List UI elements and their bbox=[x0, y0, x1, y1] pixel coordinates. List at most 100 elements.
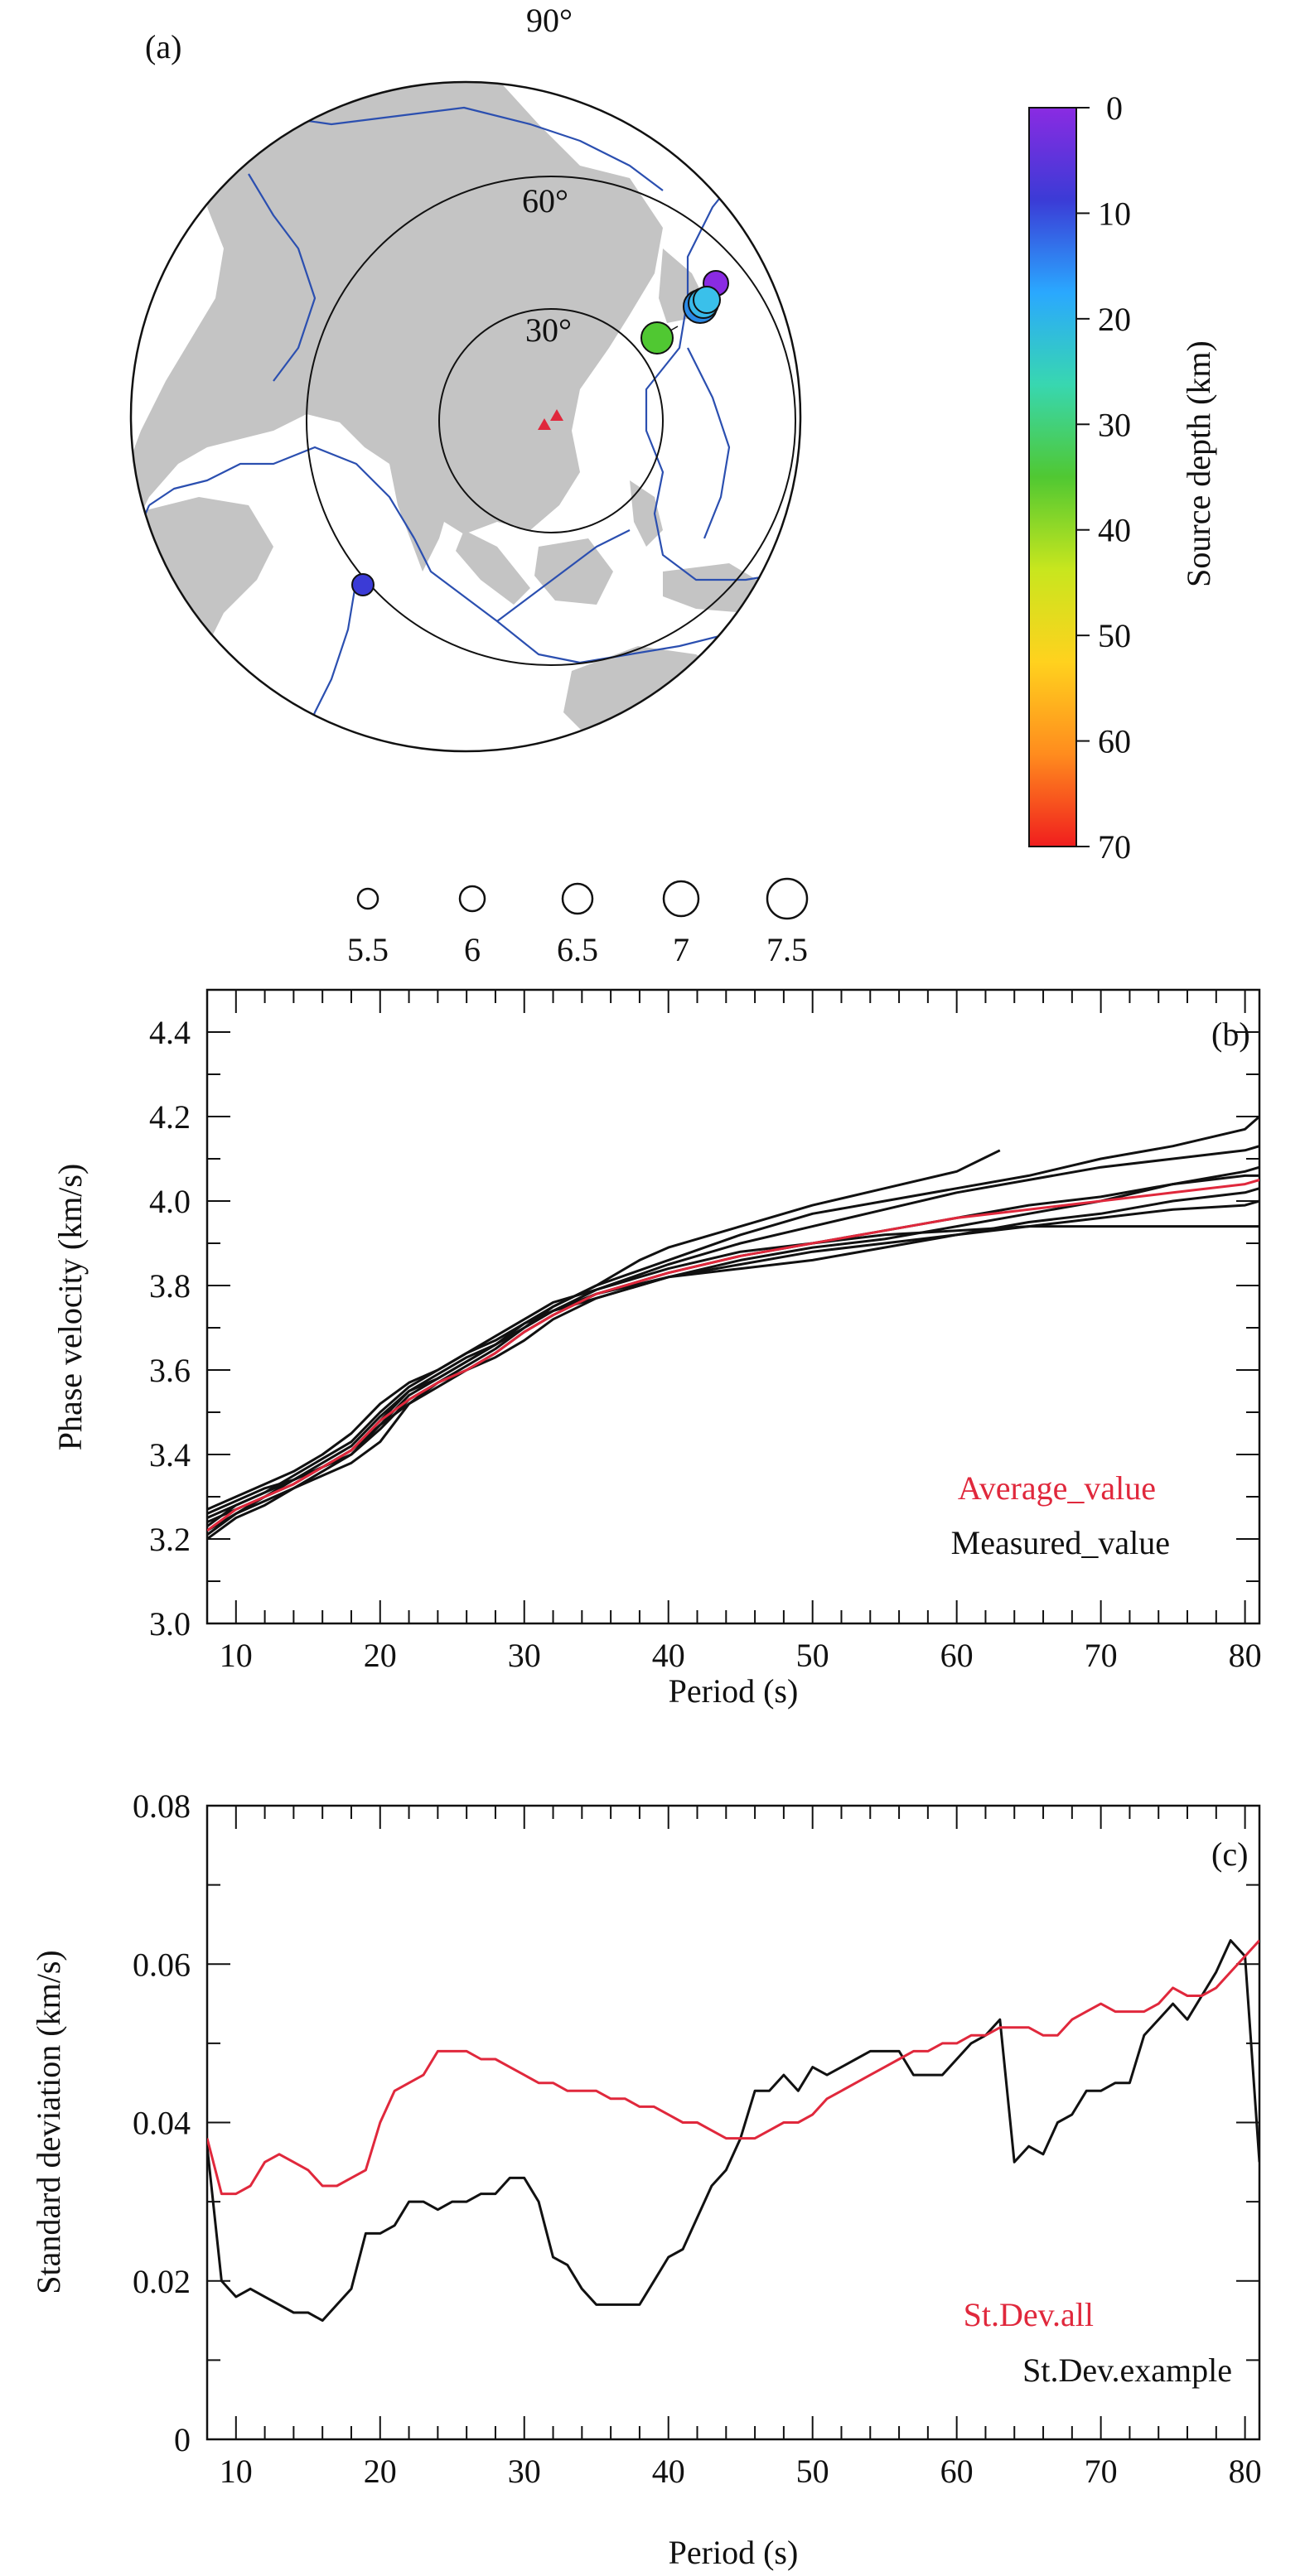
colorbar-tick-label: 0 bbox=[1106, 89, 1123, 127]
average-value-line bbox=[207, 1179, 1259, 1532]
measured-value-line bbox=[207, 1149, 1001, 1515]
x-tick-label: 50 bbox=[796, 2453, 829, 2490]
y-tick-label: 0.08 bbox=[133, 1787, 191, 1825]
magnitude-circle-7 bbox=[662, 880, 700, 918]
land-borneo bbox=[534, 538, 613, 605]
plate-boundary-philippine bbox=[687, 347, 731, 539]
colorbar-tick-label: 40 bbox=[1098, 512, 1131, 549]
measured-line bbox=[207, 1115, 1259, 1527]
depth-colorbar: 0 10 20 30 40 50 60 70 Source depth (km) bbox=[1028, 89, 1217, 866]
y-tick-label: 3.6 bbox=[149, 1352, 191, 1389]
distance-rings bbox=[129, 80, 802, 753]
magnitude-label: 7.5 bbox=[766, 931, 808, 968]
x-tick-label: 30 bbox=[508, 1637, 541, 1674]
station-triangle-1 bbox=[550, 409, 563, 421]
axes-ticks: 10 20 30 40 50 60 70 80 0 0.02 0.04 0.06 0.08 bbox=[133, 1787, 1262, 2490]
event-circle bbox=[640, 321, 674, 355]
phase-velocity-chart: 10 20 30 40 50 60 70 80 3.0 3.2 3.4 3.6 3.8 4.0 4.2 4.4… bbox=[51, 988, 1262, 1710]
plate-boundary-sunda bbox=[413, 529, 631, 623]
panel-label-b: (b) bbox=[1211, 1015, 1250, 1053]
plot-frame bbox=[205, 1804, 1261, 2441]
colorbar-tick-label: 20 bbox=[1098, 301, 1131, 338]
event-circle bbox=[351, 573, 375, 596]
magnitude-circle-6 bbox=[458, 885, 486, 913]
ring-30 bbox=[438, 308, 664, 533]
station-triangle-2 bbox=[538, 418, 551, 430]
measured-line bbox=[207, 1165, 1259, 1536]
colorbar-tick-label: 60 bbox=[1098, 723, 1131, 760]
y-tick-label: 4.0 bbox=[149, 1183, 191, 1220]
map-panel: (a) bbox=[129, 2, 1217, 968]
land-sumatra bbox=[456, 530, 530, 605]
colorbar-tick-label: 50 bbox=[1098, 617, 1131, 654]
plate-boundary-himalaya bbox=[148, 446, 415, 539]
x-tick-label: 70 bbox=[1085, 1637, 1118, 1674]
x-tick-label: 40 bbox=[652, 2453, 685, 2490]
plot-frame bbox=[205, 988, 1261, 1625]
panel-label-c: (c) bbox=[1211, 1836, 1248, 1873]
x-tick-label: 70 bbox=[1085, 2453, 1118, 2490]
magnitude-label: 7 bbox=[673, 931, 689, 968]
x-tick-label: 80 bbox=[1229, 1637, 1262, 1674]
x-axis-label: Period (s) bbox=[669, 1672, 799, 1710]
map-body bbox=[131, 82, 800, 751]
colorbar-tick-label: 30 bbox=[1098, 406, 1131, 443]
y-tick-label: 4.4 bbox=[149, 1014, 191, 1051]
x-tick-label: 40 bbox=[652, 1637, 685, 1674]
st-dev-all-line bbox=[207, 1939, 1259, 2196]
series-lines bbox=[207, 1115, 1259, 1541]
x-tick-label: 20 bbox=[364, 1637, 397, 1674]
y-axis-label: Standard deviation (km/s) bbox=[30, 1950, 67, 2294]
x-tick-label: 10 bbox=[220, 1637, 253, 1674]
legend-stdev-all: St.Dev.all bbox=[964, 2296, 1094, 2333]
land-eurasia bbox=[131, 82, 663, 534]
x-tick-label: 50 bbox=[796, 1637, 829, 1674]
y-tick-label: 3.0 bbox=[149, 1605, 191, 1643]
standard-deviation-chart: 10 20 30 40 50 60 70 80 0 0.02 0.04 0.06 0.08 (c) Pe… bbox=[30, 1787, 1262, 2571]
y-axis-label: Phase velocity (km/s) bbox=[51, 1164, 89, 1451]
y-tick-label: 4.2 bbox=[149, 1098, 191, 1136]
colorbar-tick-label: 70 bbox=[1098, 828, 1131, 866]
y-tick-label: 0.02 bbox=[133, 2263, 191, 2300]
earthquake-events bbox=[351, 270, 729, 596]
land-philippines bbox=[630, 480, 663, 547]
magnitude-label: 6 bbox=[464, 931, 481, 968]
plate-boundary-pacific-west bbox=[645, 90, 800, 713]
colorbar-gradient bbox=[1028, 107, 1077, 847]
series-lines bbox=[207, 1939, 1259, 2323]
st-dev-example-line bbox=[207, 1939, 1259, 2323]
colorbar-ticks: 0 10 20 30 40 50 60 70 bbox=[1076, 89, 1131, 866]
panel-label-a: (a) bbox=[145, 28, 181, 65]
legend-average: Average_value bbox=[958, 1469, 1156, 1507]
magnitude-circle-7.5 bbox=[766, 877, 809, 920]
y-tick-label: 0.06 bbox=[133, 1946, 191, 1983]
legend-measured: Measured_value bbox=[951, 1524, 1170, 1561]
axes-ticks: 10 20 30 40 50 60 70 80 3.0 3.2 3.4 3.6 3.8 4.0 4.2 4.4 bbox=[149, 990, 1262, 1674]
ring-label-90: 90° bbox=[526, 2, 573, 39]
magnitude-circle-6.5 bbox=[561, 882, 594, 915]
x-tick-label: 30 bbox=[508, 2453, 541, 2490]
ring-label-60: 60° bbox=[522, 182, 568, 219]
colorbar-tick-label: 10 bbox=[1098, 195, 1131, 232]
legend-stdev-example: St.Dev.example bbox=[1022, 2352, 1232, 2389]
magnitude-circle-5.5 bbox=[356, 887, 379, 910]
y-tick-label: 3.4 bbox=[149, 1436, 191, 1474]
magnitude-legend bbox=[356, 877, 809, 920]
magnitude-label: 6.5 bbox=[557, 931, 598, 968]
ring-90 bbox=[129, 80, 802, 753]
ring-label-30: 30° bbox=[525, 311, 572, 349]
y-tick-label: 0.04 bbox=[133, 2105, 191, 2142]
colorbar-title: Source depth (km) bbox=[1180, 340, 1217, 587]
plate-boundary-african bbox=[131, 504, 151, 730]
land-india bbox=[389, 464, 452, 572]
x-axis-label: Period (s) bbox=[669, 2534, 799, 2571]
x-tick-label: 80 bbox=[1229, 2453, 1262, 2490]
measured-line bbox=[207, 1145, 1259, 1523]
event-circle bbox=[693, 286, 721, 314]
x-tick-label: 20 bbox=[364, 2453, 397, 2490]
x-tick-label: 10 bbox=[220, 2453, 253, 2490]
x-tick-label: 60 bbox=[940, 1637, 974, 1674]
ring-60 bbox=[306, 176, 796, 666]
land-alaska bbox=[729, 82, 800, 153]
